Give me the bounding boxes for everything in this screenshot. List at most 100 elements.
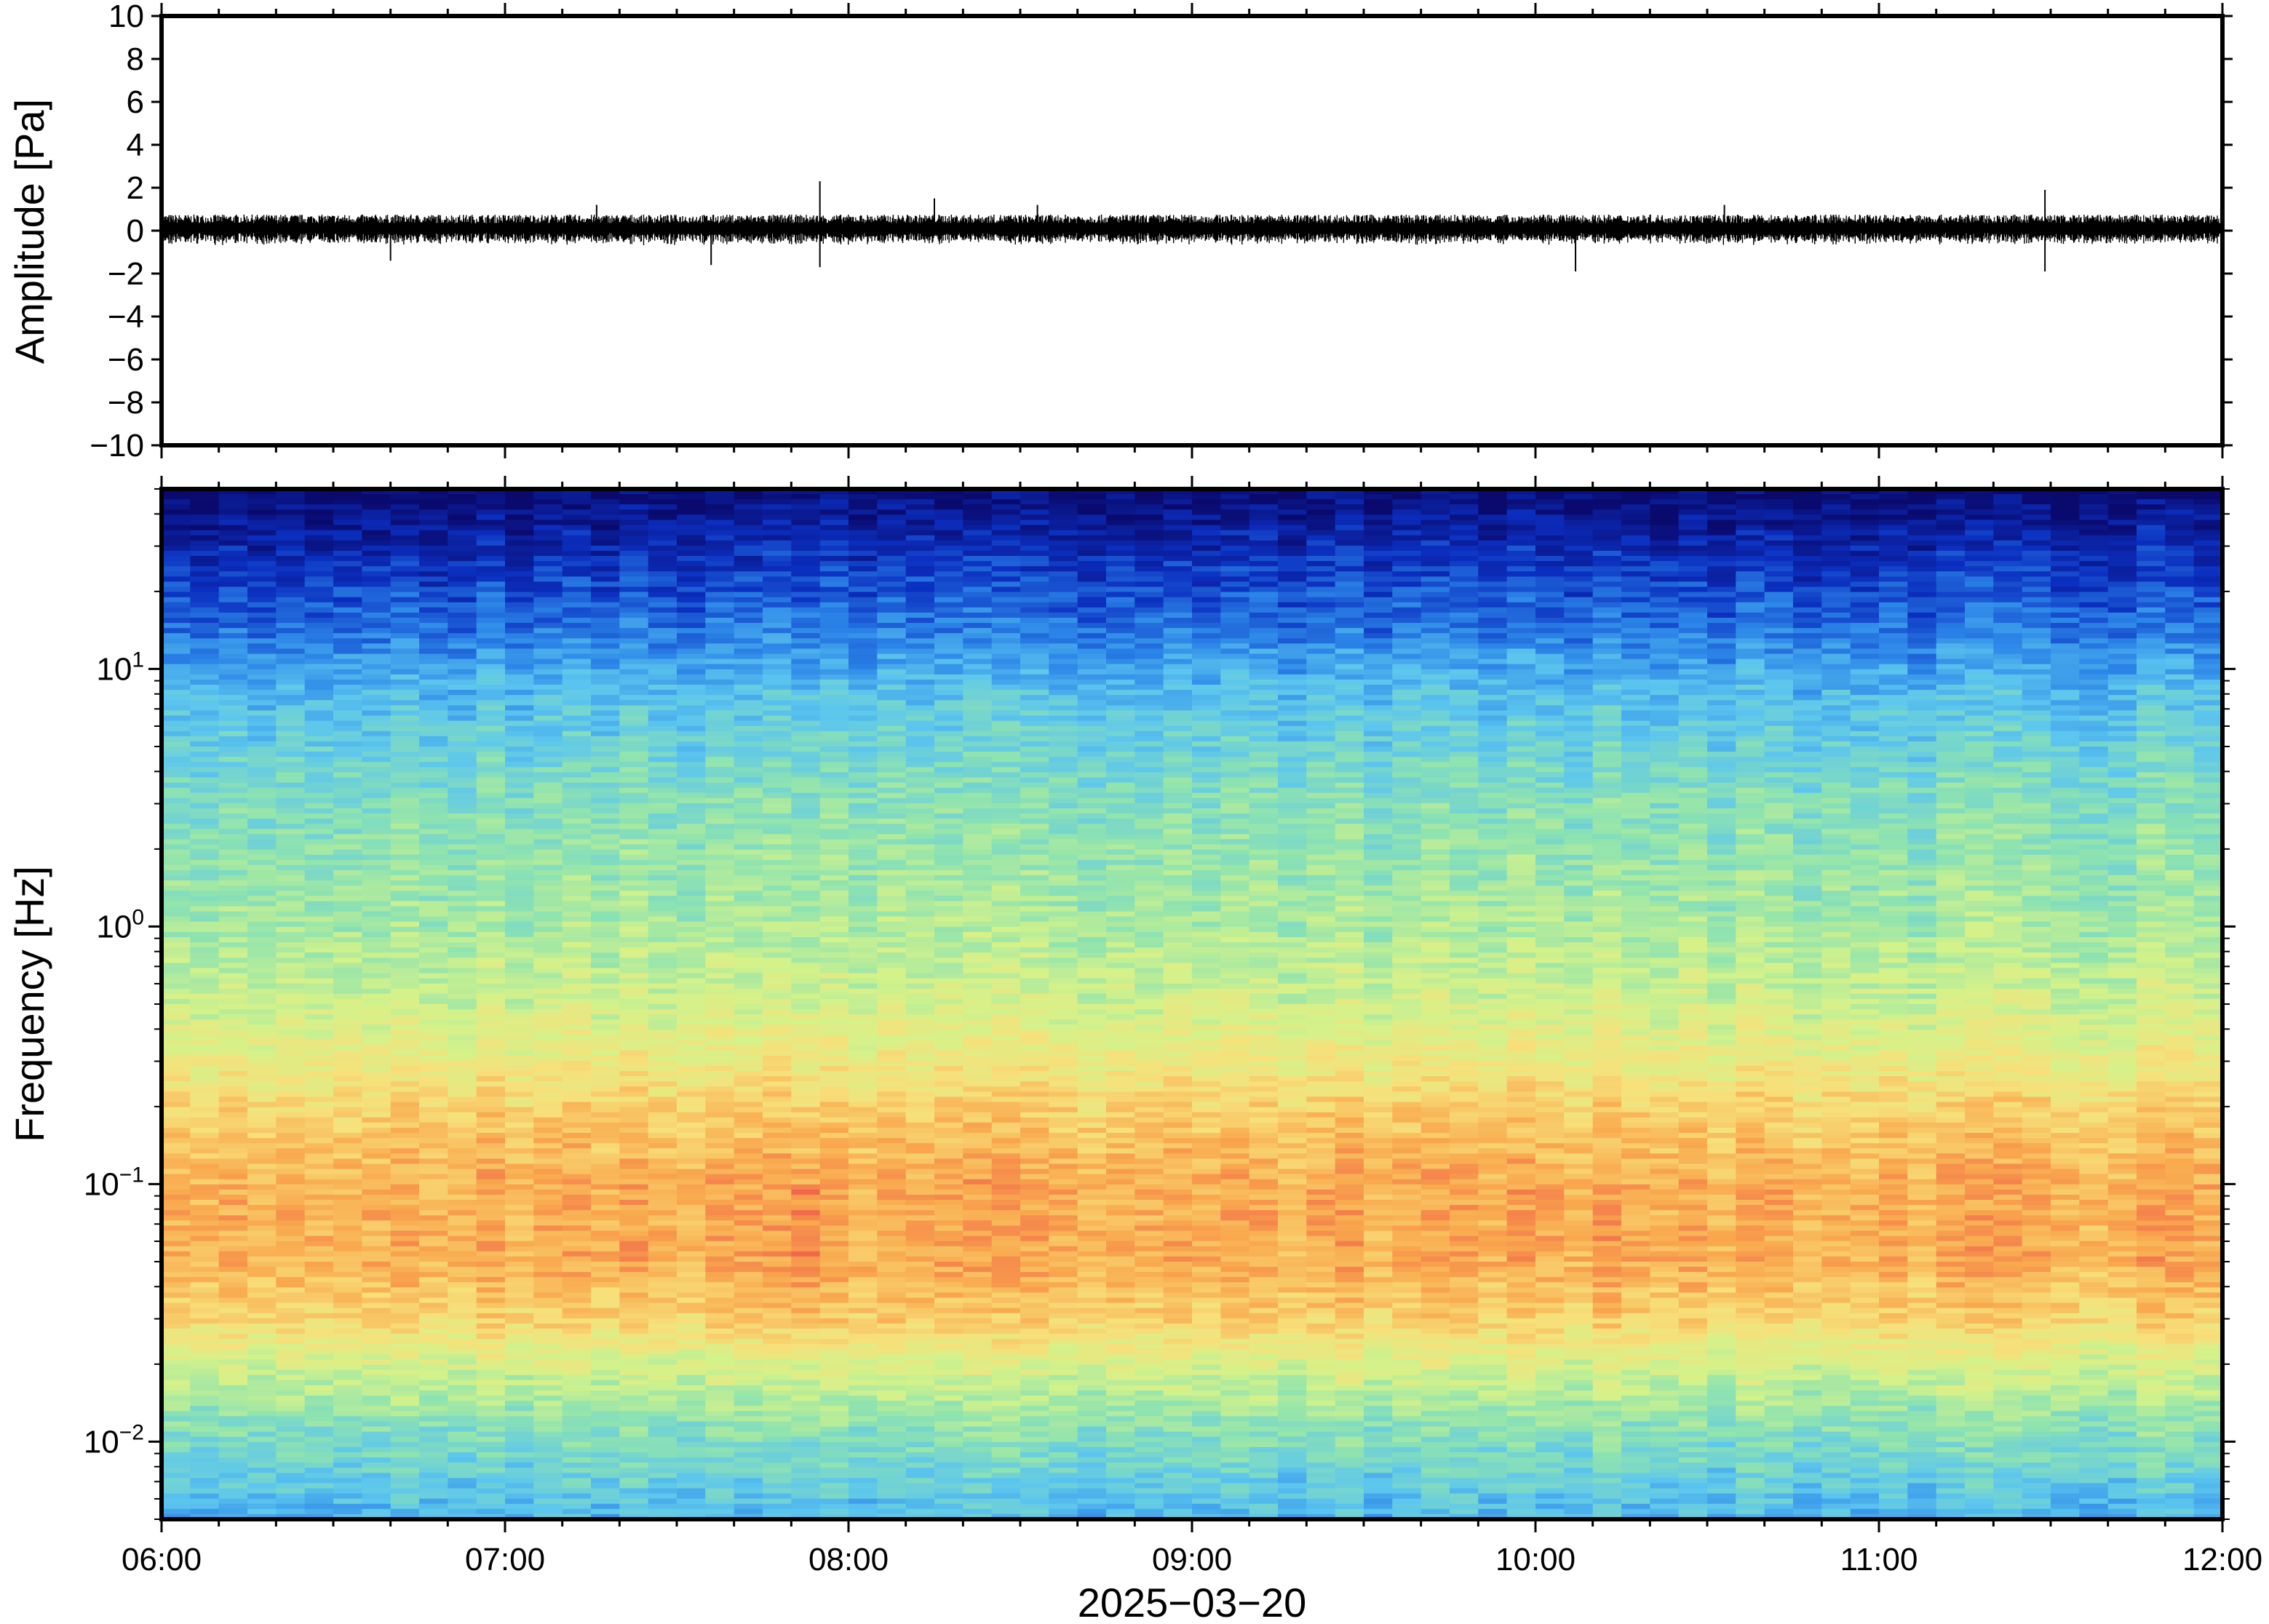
spectrogram-cell (190, 705, 220, 712)
spectrogram-cell (362, 720, 392, 727)
spectrogram-cell (333, 1318, 363, 1324)
spectrogram-cell (505, 1462, 535, 1468)
spectrogram-cell (791, 1220, 821, 1227)
spectrogram-cell (562, 963, 592, 969)
spectrogram-cell (591, 1307, 621, 1314)
spectrogram-cell (162, 1035, 191, 1041)
spectrogram-cell (247, 1431, 277, 1438)
spectrogram-cell (763, 901, 792, 907)
spectrogram-cell (791, 628, 821, 634)
spectrogram-cell (162, 772, 191, 779)
spectrogram-cell (333, 1107, 363, 1113)
spectrogram-cell (619, 1503, 649, 1510)
spectrogram-cell (419, 1396, 449, 1401)
spectrogram-cell (819, 1060, 849, 1067)
spectrogram-cell (533, 1426, 563, 1433)
spectrogram-cell (791, 607, 821, 613)
spectrogram-cell (276, 1102, 306, 1108)
spectrogram-cell (218, 1107, 248, 1113)
spectrogram-cell (333, 1329, 363, 1334)
spectrogram-cell (734, 623, 763, 629)
spectrogram-cell (533, 1282, 563, 1289)
spectrogram-cell (333, 1374, 363, 1381)
spectrogram-cell (819, 695, 849, 701)
spectrogram-cell (304, 1220, 334, 1227)
spectrogram-cell (763, 1446, 792, 1453)
spectrogram-cell (362, 1066, 392, 1072)
spectrogram-cell (505, 1148, 535, 1155)
spectrogram-cell (505, 653, 535, 660)
spectrogram-cell (304, 1287, 334, 1294)
spectrogram-cell (162, 1153, 191, 1160)
spectrogram-cell (819, 752, 849, 757)
spectrogram-cell (763, 1066, 792, 1072)
spectrogram-cell (505, 859, 535, 866)
spectrogram-cell (562, 1426, 592, 1433)
spectrogram-cell (533, 556, 563, 562)
spectrogram-cell (448, 1354, 477, 1361)
spectrogram-cell (505, 1297, 535, 1304)
spectrogram-cell (591, 1189, 621, 1195)
spectrogram-cell (791, 1102, 821, 1108)
spectrogram-cell (533, 1256, 563, 1262)
spectrogram-cell (591, 1457, 621, 1463)
spectrogram-cell (648, 1153, 677, 1160)
spectrogram-cell (619, 1009, 649, 1015)
spectrogram-cell (333, 1478, 363, 1484)
spectrogram-cell (505, 1040, 535, 1046)
spectrogram-cell (763, 1318, 792, 1324)
spectrogram-cell (476, 993, 506, 1000)
spectrogram-cell (619, 1297, 649, 1304)
spectrogram-cell (591, 618, 621, 624)
spectrogram-cell (763, 1478, 792, 1484)
spectrogram-cell (734, 819, 763, 824)
spectrogram-cell (562, 983, 592, 990)
spectrogram-cell (705, 530, 735, 536)
spectrogram-cell (390, 1153, 420, 1160)
spectrogram-cell (791, 1396, 821, 1401)
spectrogram-cell (333, 504, 363, 511)
spectrogram-cell (533, 1174, 563, 1180)
spectrogram-cell (533, 1390, 563, 1396)
spectrogram-cell (276, 844, 306, 851)
spectrogram-cell (218, 653, 248, 660)
spectrogram-cell (734, 1014, 763, 1021)
spectrogram-cell (276, 597, 306, 603)
spectrogram-cell (648, 762, 677, 768)
spectrogram-cell (791, 509, 821, 516)
spectrogram-cell (505, 1468, 535, 1474)
spectrogram-cell (190, 1329, 220, 1334)
spectrogram-cell (734, 1215, 763, 1222)
spectrogram-cell (791, 859, 821, 866)
spectrogram-cell (304, 896, 334, 902)
spectrogram-cell (734, 1267, 763, 1273)
spectrogram-cell (247, 1483, 277, 1489)
spectrogram-cell (304, 1230, 334, 1237)
spectrogram-cell (162, 1324, 191, 1329)
spectrogram-cell (390, 1122, 420, 1129)
spectrogram-cell (218, 911, 248, 918)
spectrogram-cell (562, 1210, 592, 1217)
spectrogram-cell (791, 1334, 821, 1340)
spectrogram-cell (247, 1396, 277, 1401)
spectrogram-cell (276, 1127, 306, 1134)
spectrogram-cell (734, 690, 763, 696)
spectrogram-cell (190, 520, 220, 526)
spectrogram-cell (819, 618, 849, 624)
spectrogram-cell (734, 757, 763, 763)
spectrogram-cell (162, 869, 191, 876)
spectrogram-cell (362, 1364, 392, 1371)
spectrogram-cell (218, 1030, 248, 1036)
spectrogram-cell (390, 1436, 420, 1443)
spectrogram-cell (276, 602, 306, 608)
spectrogram-cell (763, 926, 792, 933)
spectrogram-cell (162, 1235, 191, 1242)
spectrogram-cell (448, 1277, 477, 1283)
spectrogram-cell (791, 1045, 821, 1051)
spectrogram-cell (190, 952, 220, 959)
spectrogram-cell (162, 1483, 191, 1489)
spectrogram-cell (476, 1117, 506, 1123)
spectrogram-cell (648, 700, 677, 706)
spectrogram-cell (505, 849, 535, 856)
spectrogram-cell (705, 983, 735, 990)
